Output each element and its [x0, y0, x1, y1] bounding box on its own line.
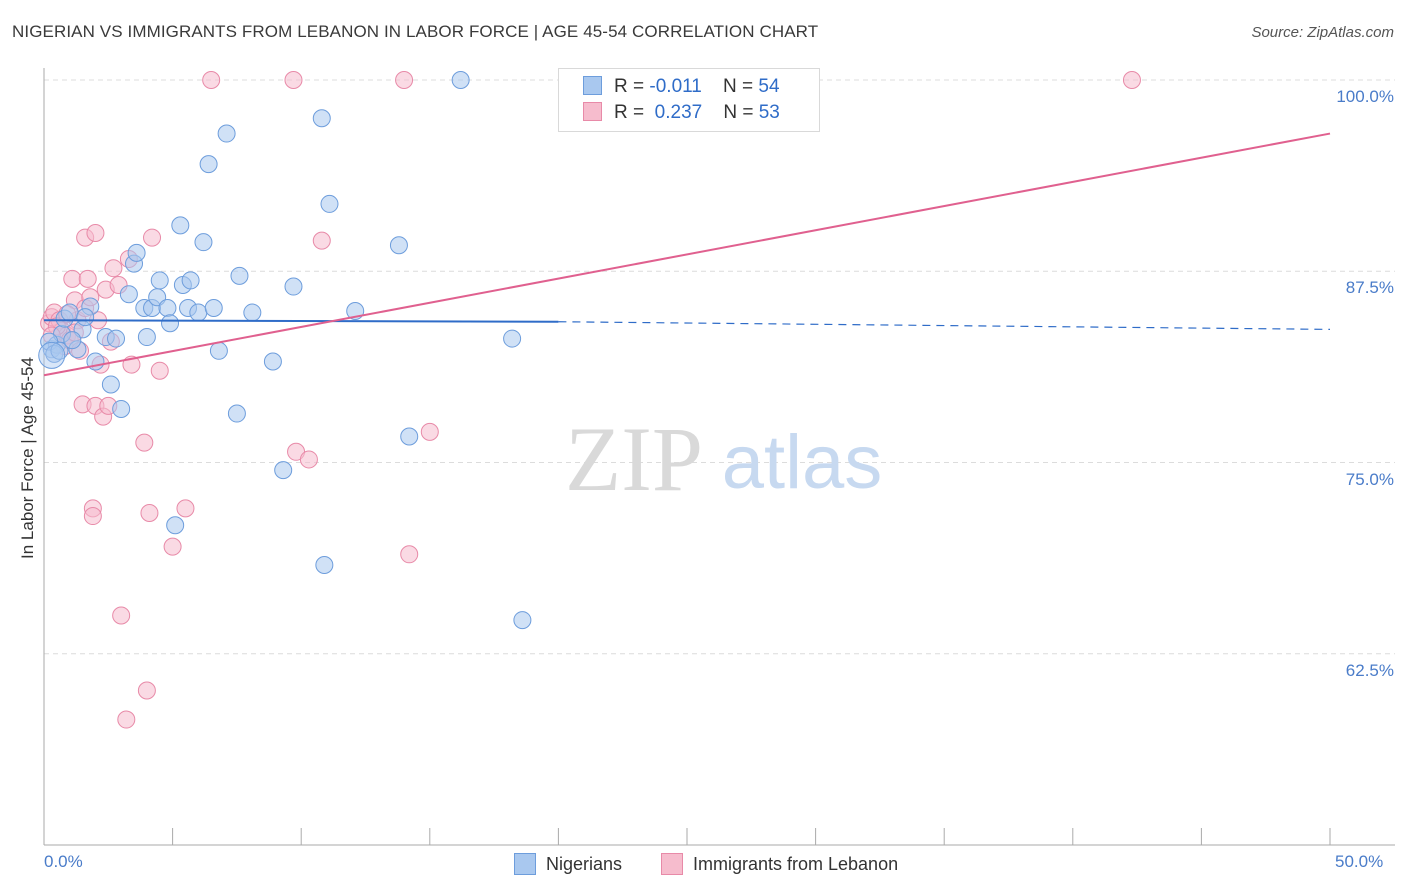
nigerian-point — [230, 266, 249, 285]
lebanon-point — [176, 499, 195, 518]
lebanon-point — [299, 450, 318, 469]
nigerian-point — [513, 611, 532, 630]
lebanon-point — [140, 503, 159, 522]
nigerian-point — [171, 216, 190, 235]
legend-label-lebanon: Immigrants from Lebanon — [693, 854, 899, 874]
y-tick-label: 100.0% — [1336, 87, 1394, 106]
chart-title: NIGERIAN VS IMMIGRANTS FROM LEBANON IN L… — [12, 22, 819, 41]
lebanon-point — [63, 269, 82, 288]
nigerian-point — [320, 194, 339, 213]
nigerian-point-cluster — [38, 341, 66, 369]
nigerian-point — [243, 303, 262, 322]
lebanon-point — [202, 71, 221, 89]
legend-row-lebanon: R = 0.237 N = 53 — [583, 102, 780, 126]
lebanon-point — [117, 710, 136, 729]
legend-n-label: N = — [723, 102, 754, 123]
nigerian-point — [199, 155, 218, 174]
nigerian-point — [137, 328, 156, 347]
legend-swatch-pink — [661, 853, 683, 875]
lebanon-trend-line — [43, 132, 1331, 377]
bottom-legend-nigerians: Nigerians — [514, 853, 622, 875]
nigerian-trend-extension — [558, 321, 1331, 330]
nigerian-point — [451, 71, 470, 89]
lebanon-point — [104, 259, 123, 278]
legend-r-label: R = — [614, 102, 645, 123]
nigerian-point — [158, 298, 177, 317]
nigerian-point — [60, 303, 79, 322]
nigerian-point — [204, 298, 223, 317]
lebanon-point — [150, 361, 169, 380]
nigerian-trend-line — [43, 319, 559, 323]
lebanon-point — [78, 269, 97, 288]
trend-lines — [43, 132, 1331, 377]
legend-swatch-blue — [583, 76, 602, 95]
legend-r-value-nigerians: -0.011 — [649, 76, 702, 97]
nigerian-point — [107, 329, 126, 348]
lebanon-point — [86, 224, 105, 242]
lebanon-point — [1122, 71, 1141, 89]
nigerian-point — [312, 109, 331, 128]
correlation-legend: R = -0.011 N = 54 R = 0.237 N = 53 — [558, 68, 820, 132]
x-tick-label-min: 0.0% — [44, 852, 83, 871]
bottom-legend-lebanon: Immigrants from Lebanon — [661, 853, 898, 875]
lebanon-point — [420, 422, 439, 441]
lebanon-point — [400, 545, 419, 564]
nigerian-point — [263, 352, 282, 371]
lebanon-point — [395, 71, 414, 89]
nigerian-point — [50, 341, 69, 360]
watermark-atlas: atlas — [722, 420, 883, 505]
lebanon-point — [284, 71, 303, 89]
lebanon-point — [137, 681, 156, 700]
lebanon-point — [112, 606, 131, 625]
lebanon-point — [143, 228, 162, 247]
nigerian-point — [189, 303, 208, 322]
legend-n-value-lebanon: 53 — [758, 102, 780, 123]
nigerian-point — [119, 285, 138, 304]
nigerian-point — [274, 461, 293, 480]
grid-lines — [44, 79, 1395, 655]
nigerian-point — [63, 331, 82, 350]
lebanon-point — [312, 231, 331, 250]
nigerian-point — [209, 341, 228, 360]
nigerian-point — [127, 243, 146, 262]
nigerian-point — [389, 236, 408, 255]
nigerian-points — [38, 71, 532, 630]
nigerian-point — [284, 277, 303, 296]
legend-row-nigerians: R = -0.011 N = 54 — [583, 76, 780, 100]
nigerian-point — [315, 556, 334, 575]
y-tick-label: 87.5% — [1345, 278, 1394, 298]
legend-swatch-blue — [514, 853, 536, 875]
nigerian-point — [400, 427, 419, 446]
lebanon-point — [83, 507, 102, 526]
legend-n-label: N = — [722, 76, 754, 97]
nigerian-point — [76, 308, 95, 327]
nigerian-point — [101, 375, 120, 394]
legend-swatch-pink — [583, 102, 602, 121]
legend-label-nigerians: Nigerians — [546, 854, 623, 874]
nigerian-point — [503, 329, 522, 348]
source-credit: Source: ZipAtlas.com — [1251, 24, 1394, 41]
legend-r-value-lebanon: 0.237 — [654, 102, 703, 123]
y-tick-label: 75.0% — [1345, 469, 1394, 489]
nigerian-point — [227, 404, 246, 423]
y-tick-label: 62.5% — [1345, 660, 1394, 680]
axes — [43, 68, 1395, 846]
nigerian-point — [166, 516, 185, 535]
x-tick-label-max: 50.0% — [1335, 852, 1384, 871]
watermark-zip: ZIP — [565, 408, 703, 510]
nigerian-point — [150, 271, 169, 290]
nigerian-point — [194, 233, 213, 252]
nigerian-point — [181, 271, 200, 290]
lebanon-point — [135, 433, 154, 452]
legend-r-label: R = — [614, 76, 645, 97]
nigerian-point — [112, 399, 131, 418]
legend-n-value-nigerians: 54 — [758, 76, 780, 97]
lebanon-point — [163, 537, 182, 556]
nigerian-point — [217, 124, 236, 143]
nigerian-point — [161, 314, 180, 333]
